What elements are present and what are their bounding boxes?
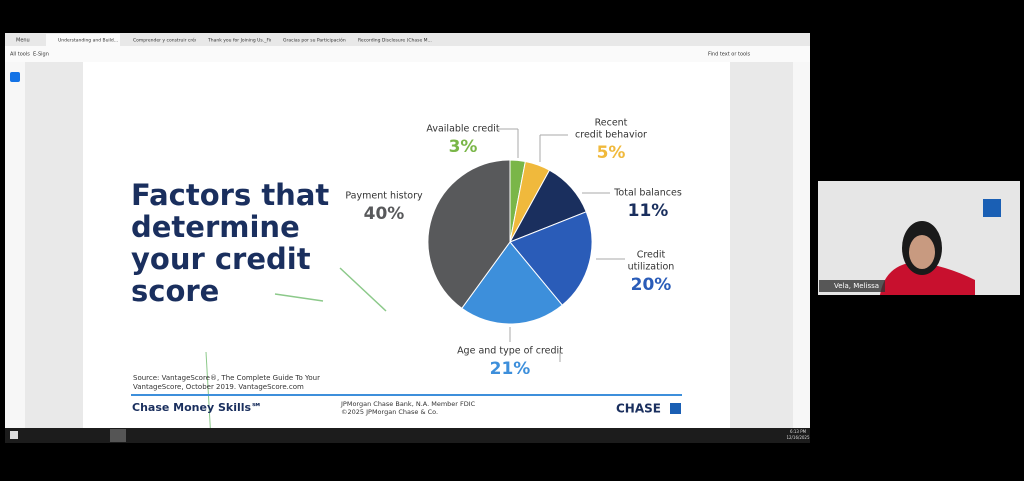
start[interactable] xyxy=(10,431,18,439)
taskbar xyxy=(5,428,810,443)
esign[interactable]: E-Sign xyxy=(33,52,49,58)
tab[interactable] xyxy=(346,34,420,46)
tool-select[interactable] xyxy=(10,72,20,82)
name-tag xyxy=(819,280,885,292)
tab[interactable] xyxy=(271,34,345,46)
taskbar-app[interactable] xyxy=(110,429,126,442)
pie-slice xyxy=(461,241,563,325)
right-tools xyxy=(793,62,810,428)
slice-label: Payment history xyxy=(345,191,423,202)
brand: Chase Money Skills℠ xyxy=(132,401,262,414)
logo-mark xyxy=(670,403,681,414)
participant-name: Vela, Melissa xyxy=(834,282,879,290)
find[interactable]: Find text or tools xyxy=(708,52,750,58)
pie-slice xyxy=(427,159,511,310)
slice-value: 40% xyxy=(364,204,405,224)
slice-label: credit behavior xyxy=(575,130,647,141)
slide-title: your credit xyxy=(131,242,311,276)
slice-label: Credit xyxy=(637,250,666,261)
tab-label: Thank you for Joining Us._Final... xyxy=(207,38,281,44)
slice-label: Recent xyxy=(595,118,628,129)
tab[interactable] xyxy=(121,34,195,46)
slice-label: Age and type of credit xyxy=(457,346,563,357)
legal-line: ©2025 JPMorgan Chase & Co. xyxy=(341,408,438,416)
clock-date: 12/16/2025 xyxy=(786,435,810,440)
tab-label: Understanding and Build... xyxy=(58,38,118,44)
video-logo xyxy=(983,199,1001,217)
slice-value: 21% xyxy=(490,359,531,379)
slice-label: utilization xyxy=(628,262,675,273)
person-body xyxy=(880,262,975,295)
slice-label: Total balances xyxy=(613,188,682,199)
source-line: Source: VantageScore®, The Complete Guid… xyxy=(133,374,320,382)
slice-value: 11% xyxy=(628,201,669,221)
tab-label: Comprender y construir crédito_... xyxy=(133,37,210,44)
pie-slice xyxy=(509,211,593,306)
tab-label: Gracias por su Participación QR... xyxy=(283,37,358,44)
tab-label: Recording Disclosure (Chase M... xyxy=(358,38,432,44)
annotation-stroke xyxy=(339,267,387,312)
pdf-page xyxy=(83,62,730,428)
tab[interactable] xyxy=(46,34,120,46)
slide-title: score xyxy=(131,274,219,308)
slice-value: 5% xyxy=(597,143,626,163)
logo: CHASE xyxy=(616,402,661,416)
tab[interactable] xyxy=(196,34,270,46)
slice-value: 3% xyxy=(449,137,478,157)
menu[interactable]: Menu xyxy=(16,38,30,44)
slide-title: Factors that xyxy=(131,178,329,212)
slice-label: Available credit xyxy=(426,124,499,135)
left-tools xyxy=(5,62,25,428)
annotation-stroke xyxy=(274,293,324,302)
clock-time: 6:13 PM xyxy=(790,429,807,434)
slide-title: determine xyxy=(131,210,300,244)
source-line: VantageScore, October 2019. VantageScore… xyxy=(133,383,304,391)
legal-line: JPMorgan Chase Bank, N.A. Member FDIC xyxy=(340,400,476,408)
person-face xyxy=(909,235,935,269)
slice-value: 20% xyxy=(631,275,672,295)
all-tools[interactable]: All tools xyxy=(10,52,30,58)
toolbar xyxy=(5,46,810,62)
leader-lines xyxy=(497,128,625,362)
